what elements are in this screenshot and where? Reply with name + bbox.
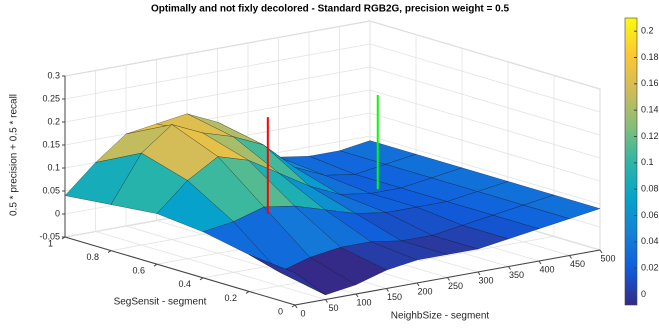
y-axis-label: SegSensit - segment <box>114 297 207 308</box>
colorbar-tick-label: 0.04 <box>641 236 659 246</box>
x-tick <box>416 282 420 287</box>
x-tick <box>538 260 542 265</box>
x-axis-label: NeighbSize - segment <box>391 311 490 322</box>
axis-line <box>294 249 601 306</box>
z-tick-label: -0.05 <box>39 231 60 241</box>
x-tick <box>386 288 389 292</box>
colorbar-tick-label: 0.2 <box>641 26 654 36</box>
x-tick-label: 300 <box>478 275 493 285</box>
x-tick-label: 0 <box>300 308 305 318</box>
chart-title: Optimally and not fixly decolored - Stan… <box>151 4 510 15</box>
colorbar-tick-label: 0.16 <box>641 78 659 88</box>
z-tick-label: 0.25 <box>42 93 60 103</box>
y-tick-label: 0 <box>278 306 283 316</box>
x-tick <box>355 293 359 298</box>
y-tick-label: 1 <box>48 238 53 248</box>
z-tick-label: 0.3 <box>47 70 60 80</box>
x-tick <box>447 277 450 281</box>
axis-line <box>64 236 296 306</box>
x-tick-label: 200 <box>417 286 432 296</box>
grid-line <box>64 66 371 123</box>
z-tick-label: 0.1 <box>47 162 60 172</box>
z-axis-label: 0.5 * precision + 0.5 * recall <box>9 94 20 216</box>
grid-line <box>369 89 601 159</box>
colorbar-tick-label: 0.1 <box>641 157 654 167</box>
x-tick <box>477 271 481 276</box>
colorbar-tick-label: 0.08 <box>641 184 659 194</box>
grid-line <box>64 89 371 146</box>
x-tick-label: 350 <box>509 270 524 280</box>
y-tick-label: 0.6 <box>132 266 145 276</box>
x-tick-label: 100 <box>356 297 371 307</box>
y-tick-label: 0.2 <box>224 293 237 303</box>
colorbar-tick-label: 0.12 <box>641 131 659 141</box>
x-tick-label: 50 <box>328 303 338 313</box>
colorbar <box>624 17 638 306</box>
colorbar-tick-label: 0.14 <box>641 105 659 115</box>
z-tick-label: 0.05 <box>42 185 60 195</box>
grid-line <box>369 43 601 113</box>
surface-patch <box>248 254 326 296</box>
x-tick <box>508 266 511 270</box>
x-tick-label: 150 <box>387 292 402 302</box>
x-tick <box>325 299 328 303</box>
grid-line <box>95 231 326 300</box>
grid-line <box>369 20 601 90</box>
x-tick <box>569 255 572 259</box>
grid-line <box>369 112 601 182</box>
x-tick <box>599 249 603 254</box>
z-tick-label: 0.2 <box>47 116 60 126</box>
colorbar-tick-label: 0 <box>641 289 646 299</box>
y-tick-label: 0.8 <box>86 252 99 262</box>
y-tick-label: 0.4 <box>178 279 191 289</box>
x-tick-label: 500 <box>600 253 615 263</box>
z-tick-label: 0.15 <box>42 139 60 149</box>
x-tick-label: 250 <box>448 281 463 291</box>
grid-line <box>64 20 371 77</box>
grid-line <box>369 135 601 205</box>
colorbar-tick-label: 0.02 <box>641 263 659 273</box>
x-tick <box>294 304 298 309</box>
colorbar-tick-label: 0.18 <box>641 52 659 62</box>
colorbar-tick-label: 0.06 <box>641 210 659 220</box>
grid-line <box>369 66 601 136</box>
x-tick-label: 450 <box>570 259 585 269</box>
grid-line <box>64 43 371 100</box>
z-tick-label: 0 <box>55 208 60 218</box>
x-tick-label: 400 <box>539 264 554 274</box>
